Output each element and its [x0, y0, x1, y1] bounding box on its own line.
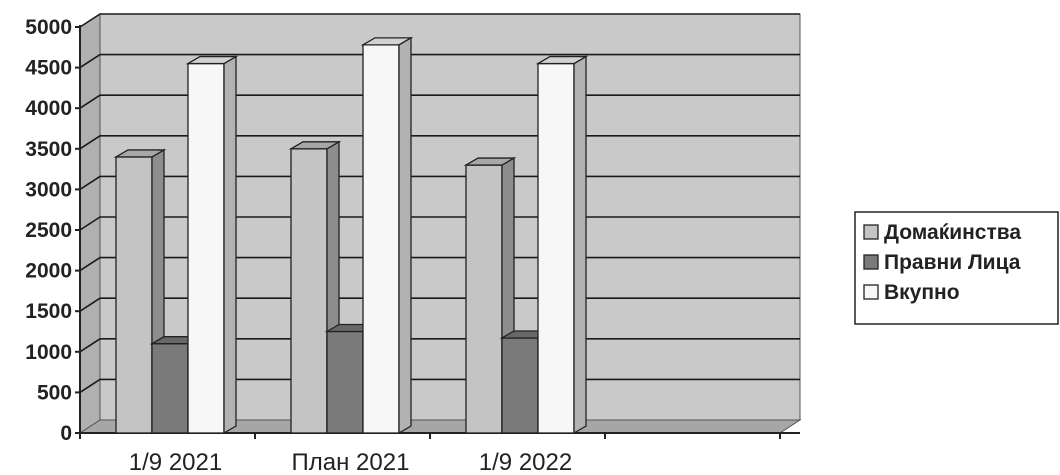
y-tick-label: 500 [37, 381, 72, 404]
bar-front [501, 337, 539, 434]
legend: Домаќинства Правни Лица Вкупно [854, 211, 1059, 325]
bar-top [360, 37, 414, 46]
legend-swatch [863, 284, 879, 300]
bar-front [326, 330, 364, 434]
legend-label: Правни Лица [884, 251, 1021, 274]
bar-front [537, 62, 575, 434]
legend-box [854, 211, 1059, 325]
y-tick-label: 1000 [25, 341, 72, 364]
legend-swatch [863, 224, 879, 240]
y-axis-ticks: 0 500 1000 1500 2000 2500 3000 3500 4000 4500 5000 [25, 16, 80, 445]
legend-label: Домаќинства [884, 221, 1021, 244]
legend-swatch [863, 254, 879, 270]
bar-front [290, 148, 328, 434]
bar-top [463, 157, 517, 166]
y-tick-label: 0 [60, 422, 72, 445]
bar-front [151, 343, 189, 434]
bar-side [398, 36, 412, 435]
y-tick-label: 5000 [25, 16, 72, 39]
y-tick-label: 2500 [25, 219, 72, 242]
y-tick-label: 2000 [25, 260, 72, 283]
bar-0-0 [113, 148, 167, 435]
y-tick-label: 3000 [25, 178, 72, 201]
bar-side [573, 55, 587, 435]
bar-top [185, 55, 239, 65]
bar-top [535, 55, 589, 65]
bar-front [187, 62, 225, 434]
bar-front [115, 156, 153, 434]
x-axis-ticks: 1/9 2021 План 2021 1/9 2022 [79, 433, 781, 475]
y-tick-label: 3500 [25, 138, 72, 161]
x-tick-label: 1/9 2021 [129, 449, 222, 475]
bar-1-2 [360, 36, 414, 435]
bar-front [465, 164, 503, 434]
bar-side [223, 55, 237, 435]
bar-2-0 [463, 156, 517, 435]
gridline [79, 13, 800, 28]
bars [113, 36, 589, 435]
bar-0-2 [185, 55, 239, 435]
bar-top [113, 149, 167, 158]
bar-2-2 [535, 55, 589, 435]
gridline [79, 53, 800, 69]
bar-front [362, 44, 400, 434]
y-tick-label: 4500 [25, 57, 72, 80]
legend-label: Вкупно [884, 281, 960, 304]
x-tick-label: 1/9 2022 [479, 449, 572, 475]
y-tick-label: 4000 [25, 97, 72, 120]
bar-top [288, 141, 342, 150]
y-tick-label: 1500 [25, 300, 72, 323]
x-tick-label: План 2021 [292, 449, 410, 475]
